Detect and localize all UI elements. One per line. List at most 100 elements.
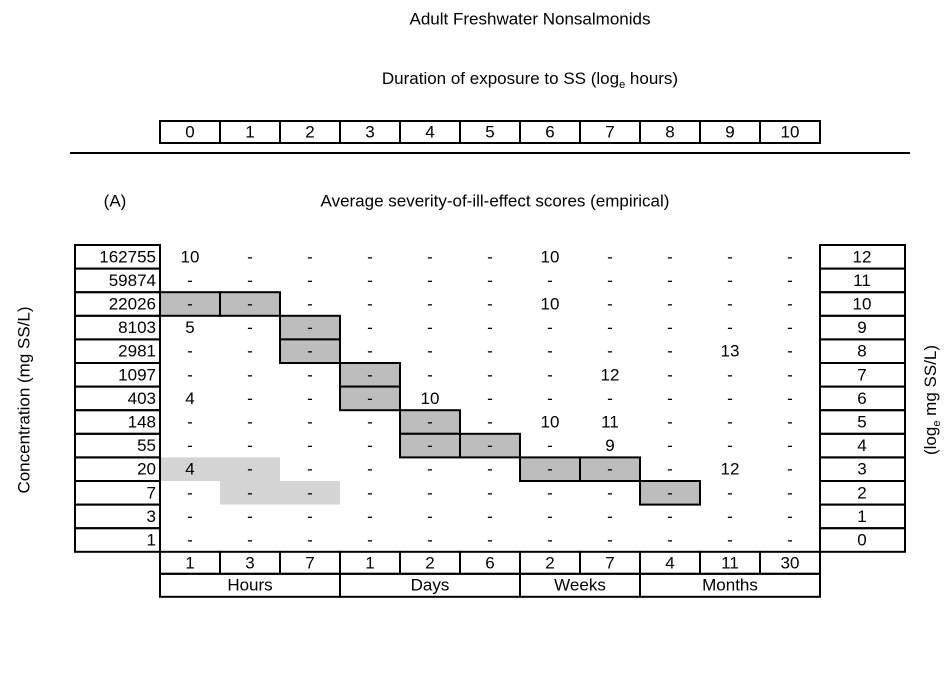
score: - [667, 412, 673, 431]
score: 12 [601, 365, 620, 384]
log-label: 5 [857, 412, 866, 431]
log-label: 11 [853, 271, 871, 290]
conc-label: 148 [128, 412, 156, 431]
score: - [307, 318, 313, 337]
score: - [247, 389, 253, 408]
unit-label: Months [702, 575, 758, 594]
score: - [727, 412, 733, 431]
score: - [427, 365, 433, 384]
score: - [187, 436, 193, 455]
scale-label: 1 [245, 122, 254, 141]
score: - [547, 389, 553, 408]
score: - [607, 483, 613, 502]
score: - [367, 412, 373, 431]
score: 10 [541, 412, 560, 431]
score: - [187, 342, 193, 361]
score: - [667, 436, 673, 455]
score: - [727, 507, 733, 526]
subtitle: Duration of exposure to SS (loge hours) [382, 69, 678, 90]
y2-after: mg SS/L) [921, 345, 940, 421]
unit-label: Hours [227, 575, 272, 594]
score: 4 [185, 460, 194, 479]
score: - [187, 271, 193, 290]
dark-shade [219, 291, 281, 317]
panel-label: (A) [104, 191, 127, 210]
score: - [247, 294, 253, 313]
score: - [487, 412, 493, 431]
score: 10 [541, 294, 560, 313]
unit-label: Weeks [554, 575, 606, 594]
score: - [487, 342, 493, 361]
score: - [247, 271, 253, 290]
score: - [667, 318, 673, 337]
score: - [787, 483, 793, 502]
scale-label: 2 [305, 122, 314, 141]
score: - [247, 247, 253, 266]
score: - [547, 271, 553, 290]
conc-label: 8103 [118, 318, 156, 337]
scale-label: 10 [781, 122, 800, 141]
score: - [547, 483, 553, 502]
score: - [547, 436, 553, 455]
score: - [487, 483, 493, 502]
score: - [667, 247, 673, 266]
scale-label: 3 [365, 122, 374, 141]
conc-label: 162755 [99, 247, 156, 266]
score: - [367, 318, 373, 337]
log-label: 6 [857, 389, 866, 408]
dark-shade [459, 432, 521, 459]
score: - [427, 530, 433, 549]
score: - [667, 389, 673, 408]
score: 10 [181, 247, 200, 266]
score: - [367, 271, 373, 290]
score: - [307, 460, 313, 479]
title: Adult Freshwater Nonsalmonids [410, 9, 651, 28]
score: 10 [541, 247, 560, 266]
subtitle-sub: e [619, 79, 625, 91]
score: - [787, 271, 793, 290]
score: - [187, 530, 193, 549]
duration-label: 2 [545, 553, 554, 572]
score: - [787, 247, 793, 266]
score: - [727, 436, 733, 455]
score: - [427, 342, 433, 361]
score: - [307, 342, 313, 361]
score: - [607, 271, 613, 290]
light-shade [220, 457, 280, 481]
score: - [367, 530, 373, 549]
log-label: 9 [857, 318, 866, 337]
score: - [487, 365, 493, 384]
score: - [787, 365, 793, 384]
score: - [427, 247, 433, 266]
duration-label: 3 [245, 553, 254, 572]
score: - [607, 460, 613, 479]
score: - [787, 436, 793, 455]
score: 13 [721, 342, 740, 361]
score: - [367, 507, 373, 526]
score: - [547, 342, 553, 361]
log-label: 2 [857, 483, 866, 502]
score: 9 [605, 436, 614, 455]
score: - [547, 318, 553, 337]
score: - [607, 318, 613, 337]
dark-shade [279, 338, 341, 364]
score: - [307, 507, 313, 526]
score: - [667, 271, 673, 290]
score: - [487, 389, 493, 408]
y2-text: (log [921, 427, 940, 455]
scale-cell [759, 120, 821, 144]
subtitle-after: hours) [625, 69, 678, 88]
score: - [727, 318, 733, 337]
score: - [367, 365, 373, 384]
conc-label: 20 [137, 460, 156, 479]
duration-label: 4 [665, 553, 674, 572]
score: - [307, 389, 313, 408]
unit-cell [639, 572, 821, 598]
score: - [607, 530, 613, 549]
score: - [487, 460, 493, 479]
log-label: 4 [857, 436, 866, 455]
scale-label: 8 [665, 122, 674, 141]
duration-label: 6 [485, 553, 494, 572]
score: - [607, 507, 613, 526]
score: - [427, 271, 433, 290]
